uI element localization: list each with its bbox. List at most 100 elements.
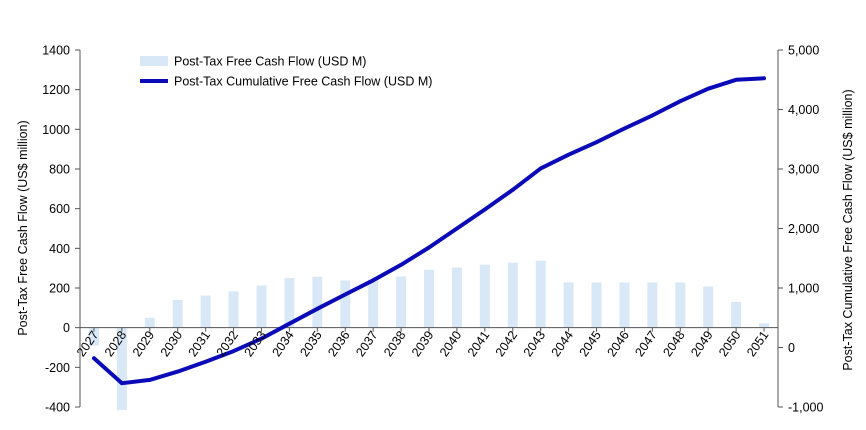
x-tick-label-2046: 2046 bbox=[604, 328, 631, 359]
line-point-2039 bbox=[427, 245, 431, 250]
line-point-2051 bbox=[762, 76, 766, 81]
bar-2032 bbox=[228, 291, 239, 328]
bar-2041 bbox=[479, 264, 490, 328]
bar-2044 bbox=[563, 282, 574, 328]
line-point-2050 bbox=[734, 77, 738, 82]
y-left-tick-label: 1400 bbox=[42, 44, 70, 58]
line-point-2034 bbox=[287, 321, 292, 326]
line-point-2038 bbox=[399, 262, 403, 267]
x-tick-label-2033: 2033 bbox=[242, 328, 269, 359]
x-tick-label-2047: 2047 bbox=[632, 328, 659, 359]
y-axis-right-label: Post-Tax Cumulative Free Cash Flow (US$ … bbox=[841, 89, 855, 370]
line-point-2041 bbox=[483, 207, 487, 212]
line-point-2033 bbox=[259, 336, 264, 341]
line-point-2031 bbox=[203, 359, 208, 364]
y-right-tick-label: -1,000 bbox=[788, 401, 823, 415]
legend-label-bar: Post-Tax Free Cash Flow (USD M) bbox=[174, 55, 366, 69]
y-axis-left-label: Post-Tax Free Cash Flow (US$ million) bbox=[16, 120, 30, 335]
line-point-2027 bbox=[92, 356, 96, 361]
bar-2035 bbox=[312, 276, 323, 328]
y-right-tick-label: 0 bbox=[788, 341, 795, 355]
line-point-2044 bbox=[566, 152, 571, 157]
x-tick-label-2038: 2038 bbox=[381, 328, 408, 359]
bar-2045 bbox=[591, 282, 602, 328]
y-right-tick-label: 2,000 bbox=[788, 222, 819, 236]
bar-2048 bbox=[675, 282, 686, 328]
x-tick-label-2051: 2051 bbox=[744, 328, 771, 359]
x-tick-label-2030: 2030 bbox=[158, 328, 185, 359]
y-left-tick-label: 1000 bbox=[42, 123, 70, 137]
bar-2028 bbox=[116, 327, 127, 410]
y-left-tick-label: -200 bbox=[45, 361, 70, 375]
bar-2029 bbox=[144, 317, 155, 328]
x-tick-label-2040: 2040 bbox=[437, 328, 464, 359]
x-tick-label-2039: 2039 bbox=[409, 328, 436, 359]
x-tick-label-2029: 2029 bbox=[130, 328, 157, 359]
x-tick-label-2049: 2049 bbox=[688, 328, 715, 359]
line-point-2047 bbox=[650, 113, 655, 118]
bar-series bbox=[88, 260, 770, 410]
bar-2039 bbox=[424, 269, 434, 328]
line-point-2037 bbox=[371, 278, 375, 283]
y-left-tick-label: 200 bbox=[49, 282, 70, 296]
legend-label-line: Post-Tax Cumulative Free Cash Flow (USD … bbox=[174, 75, 432, 89]
bar-2034 bbox=[284, 278, 295, 328]
line-point-2049 bbox=[706, 86, 710, 91]
y-left-tick-label: 400 bbox=[49, 242, 70, 256]
bar-2027 bbox=[88, 327, 99, 346]
y-left-tick-label: 1200 bbox=[42, 83, 70, 97]
bar-2051 bbox=[759, 323, 770, 328]
line-point-2028 bbox=[120, 381, 124, 386]
line-point-2043 bbox=[538, 166, 543, 171]
legend: Post-Tax Free Cash Flow (USD M) Post-Tax… bbox=[140, 55, 432, 89]
x-tick-label-2041: 2041 bbox=[465, 328, 492, 359]
line-point-2029 bbox=[148, 378, 152, 382]
y-left-tick-label: 800 bbox=[49, 163, 70, 177]
y-left-tick-label: 0 bbox=[63, 321, 70, 335]
bar-2049 bbox=[703, 286, 714, 328]
bar-2033 bbox=[256, 285, 267, 328]
bar-2031 bbox=[200, 295, 211, 328]
x-tick-label-2042: 2042 bbox=[493, 328, 520, 359]
bar-2036 bbox=[340, 280, 351, 328]
line-point-2030 bbox=[175, 369, 180, 374]
y-right-tick-label: 5,000 bbox=[788, 44, 819, 58]
x-tick-label-2045: 2045 bbox=[577, 328, 604, 359]
bar-2043 bbox=[535, 260, 546, 328]
bar-2030 bbox=[172, 299, 183, 328]
legend-swatch-bar bbox=[140, 56, 168, 66]
x-tick-label-2035: 2035 bbox=[297, 328, 324, 359]
axes bbox=[75, 49, 783, 408]
tick-labels: -400 -200 0 200 400 600 800 1000 1200 1400 -1,000 0… bbox=[42, 44, 823, 415]
x-tick-label-2043: 2043 bbox=[521, 328, 548, 359]
x-tick-label-2036: 2036 bbox=[325, 328, 352, 359]
line-point-2045 bbox=[594, 140, 599, 145]
line-point-2042 bbox=[510, 188, 515, 192]
bar-2046 bbox=[619, 282, 630, 328]
line-point-2046 bbox=[622, 126, 627, 131]
x-tick-label-2037: 2037 bbox=[353, 328, 380, 359]
bar-2050 bbox=[731, 301, 742, 328]
y-right-tick-label: 3,000 bbox=[788, 163, 819, 177]
bar-2042 bbox=[507, 262, 518, 328]
y-right-tick-label: 4,000 bbox=[788, 103, 819, 117]
x-tick-label-2048: 2048 bbox=[660, 328, 687, 359]
x-tick-label-2031: 2031 bbox=[186, 328, 213, 359]
y-left-tick-label: -400 bbox=[45, 401, 70, 415]
x-tick-label-2050: 2050 bbox=[716, 328, 743, 359]
bar-2040 bbox=[451, 267, 462, 328]
x-tick-label-2044: 2044 bbox=[549, 328, 576, 359]
line-point-2048 bbox=[678, 99, 683, 103]
x-tick-label-2032: 2032 bbox=[214, 328, 241, 359]
bar-2038 bbox=[396, 276, 407, 328]
bar-2037 bbox=[368, 279, 379, 328]
line-series bbox=[92, 76, 766, 386]
y-left-tick-label: 600 bbox=[49, 202, 70, 216]
bar-2047 bbox=[647, 282, 658, 328]
line-point-2040 bbox=[455, 226, 459, 231]
line-point-2032 bbox=[231, 349, 236, 353]
line-point-2036 bbox=[343, 292, 348, 297]
y-right-tick-label: 1,000 bbox=[788, 282, 819, 296]
